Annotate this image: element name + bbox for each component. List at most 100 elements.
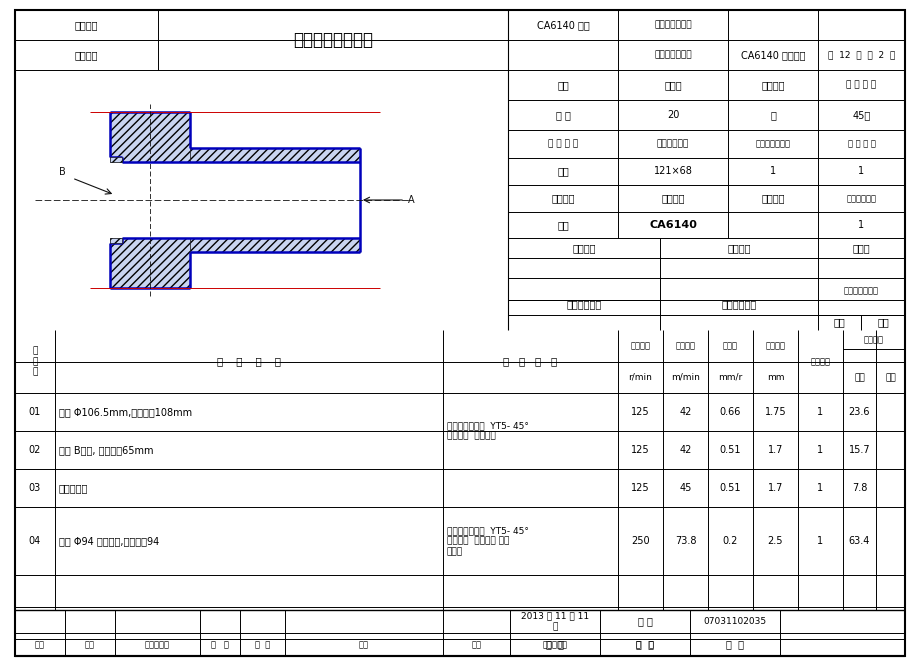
Text: 金 工: 金 工 [555, 110, 570, 120]
Text: 夹具名称: 夹具名称 [726, 243, 750, 253]
Text: 单件: 单件 [876, 318, 888, 328]
Text: 250: 250 [630, 536, 649, 546]
Text: mm: mm [766, 373, 783, 382]
Text: 进给次数: 进给次数 [810, 357, 830, 366]
Text: 机械加工工序卡片: 机械加工工序卡片 [292, 31, 372, 49]
Text: 1.75: 1.75 [764, 407, 786, 417]
Text: 产品名称: 产品名称 [74, 50, 98, 60]
Text: B: B [59, 167, 65, 177]
Bar [110, 238, 190, 288]
Text: 机动: 机动 [853, 373, 864, 382]
Text: 姓  名: 姓 名 [635, 639, 653, 649]
Text: 粗车台阶面: 粗车台阶面 [59, 483, 88, 493]
Text: 1: 1 [857, 220, 864, 230]
Text: 产品型号: 产品型号 [74, 20, 98, 30]
Text: 标记: 标记 [35, 640, 45, 649]
Text: 处数: 处数 [85, 640, 95, 649]
Text: 设备编号: 设备编号 [760, 194, 784, 204]
Text: 毛 坯 种 类: 毛 坯 种 类 [548, 139, 577, 149]
Text: 1: 1 [817, 407, 823, 417]
Text: CA6140 车床: CA6140 车床 [536, 20, 589, 30]
Text: 42: 42 [678, 445, 691, 455]
Text: 0.51: 0.51 [719, 445, 741, 455]
Text: 20: 20 [666, 110, 678, 120]
Text: 日  期: 日 期 [255, 640, 270, 649]
Text: 2.5: 2.5 [767, 536, 782, 546]
Text: 01: 01 [28, 407, 41, 417]
Text: r/min: r/min [628, 373, 652, 382]
Bar [110, 157, 122, 162]
Text: 三爪自定心卡盘  YT5- 45°
外圆车刀  游标卡尺 内径
百分尺: 三爪自定心卡盘 YT5- 45° 外圆车刀 游标卡尺 内径 百分尺 [447, 526, 528, 556]
Text: 0.66: 0.66 [719, 407, 741, 417]
Text: mm/r: mm/r [718, 373, 742, 382]
Text: 工   艺   装   备: 工 艺 装 备 [503, 356, 557, 366]
Text: 125: 125 [630, 445, 649, 455]
Text: 锻件: 锻件 [557, 166, 568, 176]
Text: 粗车 Φ106.5mm,保持尺寸108mm: 粗车 Φ106.5mm,保持尺寸108mm [59, 407, 192, 417]
Text: 1: 1 [769, 166, 776, 176]
Text: 125: 125 [630, 483, 649, 493]
Text: 02: 02 [28, 445, 41, 455]
Text: 工位器具名称: 工位器具名称 [720, 299, 755, 309]
Text: 处数: 处数 [471, 640, 481, 649]
Text: 粗车 B端面, 保持尺寸65mm: 粗车 B端面, 保持尺寸65mm [59, 445, 153, 455]
Bar [110, 112, 190, 162]
Text: 辅助: 辅助 [884, 373, 895, 382]
Text: 1.7: 1.7 [767, 483, 782, 493]
Text: 设备名称: 设备名称 [550, 194, 574, 204]
Text: 共  12  页  第  2  页: 共 12 页 第 2 页 [827, 51, 894, 59]
Text: 车: 车 [769, 110, 775, 120]
Text: 1: 1 [817, 536, 823, 546]
Text: 日  期: 日 期 [545, 639, 563, 649]
Text: 15.7: 15.7 [847, 445, 869, 455]
Text: 材 料 牌 号: 材 料 牌 号 [845, 81, 876, 89]
Text: 切削液: 切削液 [852, 243, 869, 253]
Text: 主轴转速: 主轴转速 [630, 342, 650, 350]
Text: 签   字: 签 字 [210, 640, 229, 649]
Text: 切削速度: 切削速度 [675, 342, 695, 350]
Text: 03: 03 [28, 483, 41, 493]
Text: 23.6: 23.6 [848, 407, 869, 417]
Bar [190, 148, 359, 162]
Text: 工    步    内    容: 工 步 内 容 [217, 356, 280, 366]
Text: 车床: 车床 [557, 220, 568, 230]
Text: 进给量: 进给量 [722, 342, 737, 350]
Text: m/min: m/min [670, 373, 699, 382]
Text: 学  号: 学 号 [725, 639, 743, 649]
Text: 更改文件号: 更改文件号 [145, 640, 170, 649]
Text: 0.2: 0.2 [722, 536, 737, 546]
Text: 7.8: 7.8 [851, 483, 867, 493]
Text: 包 杰: 包 杰 [637, 617, 652, 627]
Text: 04: 04 [28, 536, 41, 546]
Text: 1: 1 [817, 445, 823, 455]
Text: 工位器具编号: 工位器具编号 [566, 299, 601, 309]
Text: 每 台 件 数: 每 台 件 数 [846, 139, 875, 149]
Text: 63.4: 63.4 [848, 536, 869, 546]
Text: 125: 125 [630, 407, 649, 417]
Text: 工序工时（分）: 工序工时（分） [843, 286, 878, 296]
Text: 工序号: 工序号 [664, 80, 681, 90]
Text: 121×68: 121×68 [652, 166, 692, 176]
Text: A: A [407, 195, 414, 205]
Text: 同时加工件数: 同时加工件数 [845, 194, 876, 203]
Text: 45钢: 45钢 [851, 110, 869, 120]
Bar [190, 238, 359, 252]
Text: 工
步
号: 工 步 号 [32, 346, 38, 376]
Text: 零（部）件图号: 零（部）件图号 [653, 21, 691, 29]
Text: 切削深度: 切削深度 [765, 342, 785, 350]
Text: 每毛坯可制件数: 每毛坯可制件数 [754, 139, 789, 149]
Text: 45: 45 [678, 483, 691, 493]
Text: 42: 42 [678, 407, 691, 417]
Text: 1.7: 1.7 [767, 445, 782, 455]
Text: 签   字: 签 字 [635, 640, 653, 649]
Text: 工序名称: 工序名称 [760, 80, 784, 90]
Text: 粗镗 Φ94 内孔表面,保持尺寸94: 粗镗 Φ94 内孔表面,保持尺寸94 [59, 536, 159, 546]
Text: 工步工时: 工步工时 [863, 335, 883, 344]
Text: 车间: 车间 [557, 80, 568, 90]
Text: 1: 1 [817, 483, 823, 493]
Text: 标记: 标记 [358, 640, 369, 649]
Bar [110, 238, 122, 243]
Text: 毛坯外形尺寸: 毛坯外形尺寸 [656, 139, 688, 149]
Text: 准终: 准终 [833, 318, 845, 328]
Text: CA6140 车床齿轮: CA6140 车床齿轮 [740, 50, 804, 60]
